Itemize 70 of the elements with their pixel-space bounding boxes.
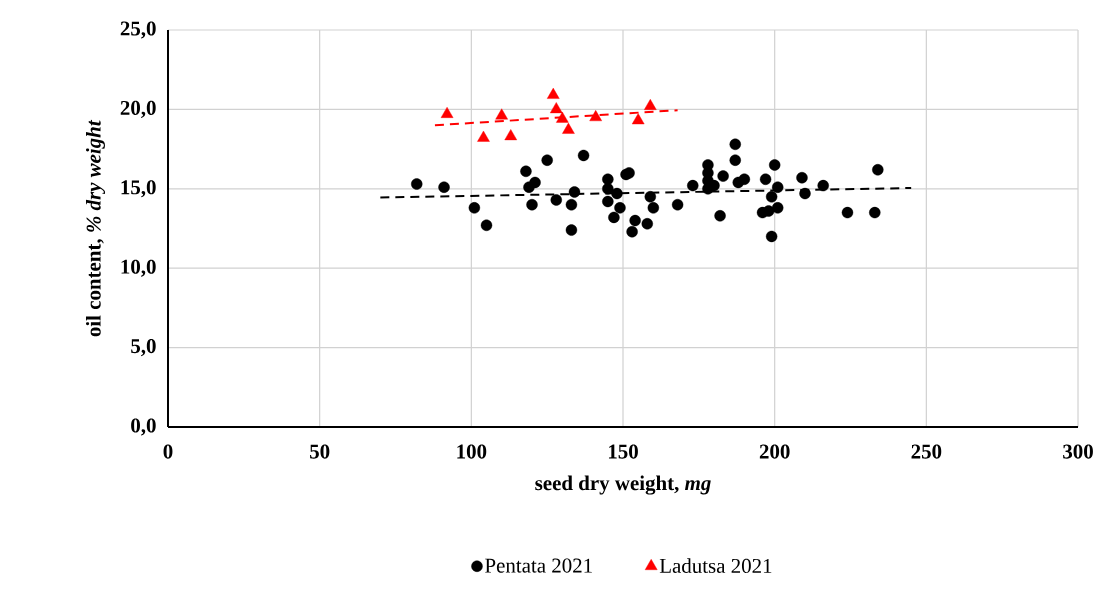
point <box>526 198 538 211</box>
point <box>477 130 490 142</box>
point <box>565 224 578 236</box>
point <box>626 225 638 238</box>
point <box>768 159 781 171</box>
y-axis-title: oil content, % dry weight <box>86 119 106 337</box>
point <box>641 218 653 230</box>
point <box>765 191 778 203</box>
point <box>411 178 423 190</box>
point <box>589 110 602 122</box>
point <box>550 194 562 206</box>
point <box>550 102 563 114</box>
point <box>562 122 575 134</box>
point <box>759 173 772 185</box>
y-tick-label: 0,0 <box>131 418 156 436</box>
x-tick-label: 100 <box>457 444 487 459</box>
point <box>495 108 508 120</box>
x-tick-label: 50 <box>310 444 330 459</box>
point <box>796 171 808 184</box>
point <box>568 186 581 198</box>
y-tick-label: 10,0 <box>121 259 156 277</box>
point <box>480 219 493 232</box>
point <box>872 164 884 176</box>
point <box>556 111 569 123</box>
point <box>611 187 623 200</box>
point <box>438 181 450 193</box>
point <box>614 202 626 214</box>
point <box>577 149 590 162</box>
point <box>765 230 778 243</box>
point <box>520 165 532 178</box>
point <box>841 206 854 219</box>
point <box>631 113 645 125</box>
x-tick-label: 250 <box>911 444 942 459</box>
point <box>799 187 811 200</box>
point <box>602 195 614 208</box>
point <box>714 210 726 222</box>
point <box>644 191 657 203</box>
point <box>468 202 481 214</box>
point <box>644 99 657 110</box>
y-tick-label: 20,0 <box>120 100 156 118</box>
point <box>440 106 454 118</box>
point <box>546 87 560 99</box>
legend-label: Ladutsa 2021 <box>659 558 772 573</box>
y-tick-label: 25,0 <box>120 21 156 39</box>
x-tick-label: 300 <box>1063 444 1093 459</box>
point <box>629 214 641 227</box>
legend-label: Pentata 2021 <box>485 558 592 573</box>
point <box>717 170 729 182</box>
x-tick-label: 0 <box>163 444 173 459</box>
point <box>772 202 784 214</box>
point <box>602 183 614 195</box>
point <box>729 138 741 151</box>
point <box>772 181 784 193</box>
point <box>869 206 881 219</box>
y-tick-label: 5,0 <box>131 339 156 357</box>
point <box>671 198 684 211</box>
point <box>687 179 699 192</box>
y-tick-label: 15,0 <box>121 180 156 198</box>
point <box>529 176 541 189</box>
point <box>541 154 553 166</box>
x-tick-label: 150 <box>608 444 638 459</box>
point <box>817 179 829 192</box>
x-tick-label: 200 <box>759 444 790 459</box>
point <box>738 173 751 185</box>
point <box>504 129 518 141</box>
point <box>608 211 620 224</box>
x-axis-title: seed dry weight, mg <box>535 475 711 495</box>
point <box>647 202 660 214</box>
point <box>729 154 741 166</box>
point <box>565 198 578 211</box>
